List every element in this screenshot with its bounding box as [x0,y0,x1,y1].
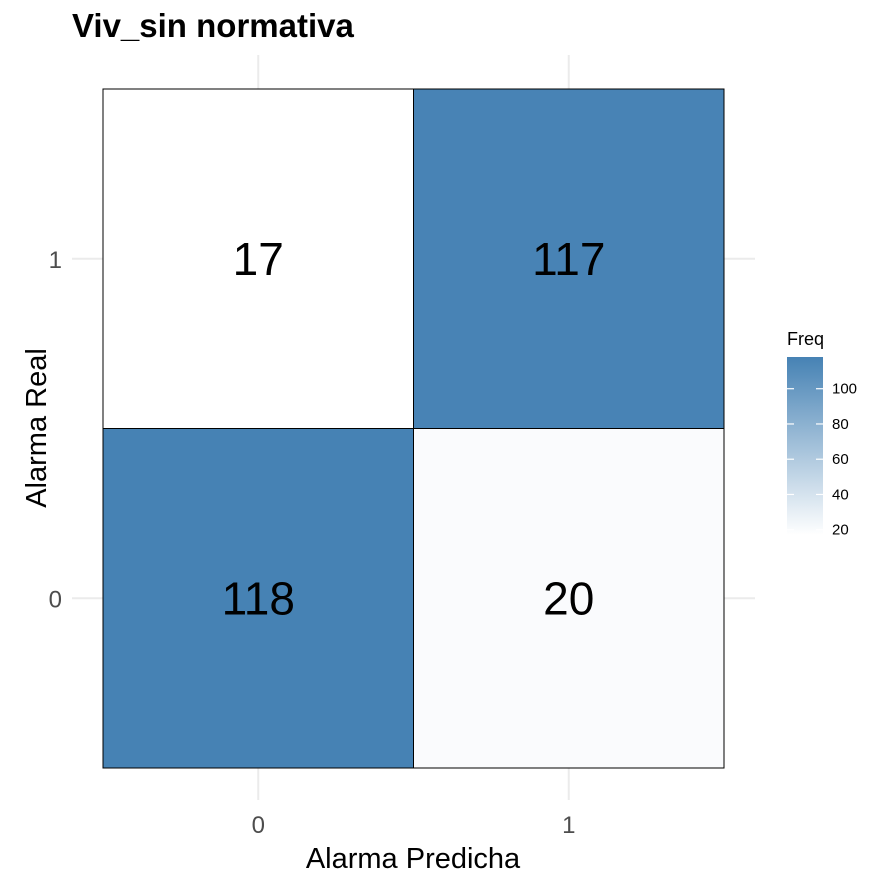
legend-title: Freq [787,329,824,349]
cell-value-label: 17 [233,233,284,285]
heatmap-cell-0-1 [102,88,414,429]
y-tick-label: 1 [49,247,62,274]
cell-value-label: 20 [543,572,594,624]
legend-tick-label: 40 [832,486,849,503]
x-tick-label: 1 [562,812,575,839]
cell-value-label: 117 [532,233,605,285]
y-tick-label: 0 [49,586,62,613]
legend: Freq 20 40 60 80 100 [787,329,857,539]
legend-tick-label: 100 [832,381,857,398]
cell-value-label: 118 [222,572,295,624]
y-axis-title: Alarma Real [21,348,53,508]
legend-tick-label: 20 [832,522,849,539]
y-tick-labels: 01 [49,247,62,614]
heatmap-cells: 17 117 118 20 [102,88,725,769]
heatmap-cell-1-0 [413,428,725,769]
legend-tick-label: 60 [832,451,849,468]
legend-tick-label: 80 [832,416,849,433]
legend-colorbar [787,357,823,535]
heatmap-cell-0-0 [102,428,414,769]
x-axis-title: Alarma Predicha [306,843,521,875]
chart-title: Viv_sin normativa [72,7,355,44]
x-tick-label: 0 [252,812,265,839]
